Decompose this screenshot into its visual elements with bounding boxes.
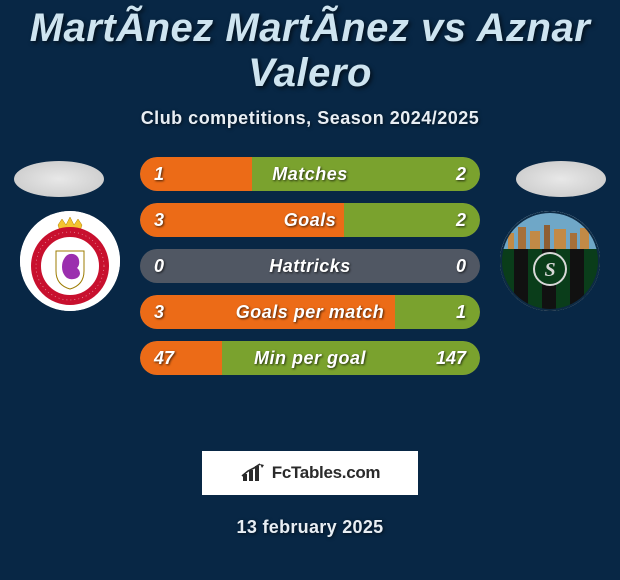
stat-fill-left <box>140 341 222 375</box>
stat-row: 1 Matches 2 <box>140 157 480 191</box>
stat-fill-right <box>395 295 480 329</box>
comparison-date: 13 february 2025 <box>0 517 620 538</box>
stat-row: 0 Hattricks 0 <box>140 249 480 283</box>
stat-value-right: 147 <box>436 348 466 369</box>
stat-value-left: 3 <box>154 210 164 231</box>
stat-rows: 1 Matches 2 3 Goals 2 0 Hattricks 0 3 Goals per ma… <box>140 157 480 387</box>
comparison-main: S 1 Matches 2 3 Goals 2 0 Hattricks 0 3 Goals per … <box>0 157 620 437</box>
stat-value-right: 2 <box>456 164 466 185</box>
player-photo-right <box>516 161 606 197</box>
stat-row: 3 Goals 2 <box>140 203 480 237</box>
club-badge-left <box>20 211 120 311</box>
stat-row: 47 Min per goal 147 <box>140 341 480 375</box>
stat-value-left: 3 <box>154 302 164 323</box>
comparison-subtitle: Club competitions, Season 2024/2025 <box>0 108 620 129</box>
stat-value-right: 1 <box>456 302 466 323</box>
stat-label: Goals <box>284 210 337 231</box>
player-photo-left <box>14 161 104 197</box>
footer-chart-icon <box>240 462 268 484</box>
club-badge-right: S <box>500 211 600 311</box>
svg-text:S: S <box>544 259 555 281</box>
stat-value-left: 1 <box>154 164 164 185</box>
stat-label: Goals per match <box>236 302 385 323</box>
stat-value-left: 0 <box>154 256 164 277</box>
footer-brand-badge: FcTables.com <box>202 451 418 495</box>
stat-label: Hattricks <box>269 256 351 277</box>
stat-label: Matches <box>272 164 348 185</box>
stat-value-left: 47 <box>154 348 174 369</box>
stat-row: 3 Goals per match 1 <box>140 295 480 329</box>
footer-brand-text: FcTables.com <box>272 463 381 483</box>
stat-label: Min per goal <box>254 348 366 369</box>
stat-value-right: 0 <box>456 256 466 277</box>
stat-value-right: 2 <box>456 210 466 231</box>
comparison-title: MartÃ­nez MartÃ­nez vs Aznar Valero <box>0 6 620 96</box>
